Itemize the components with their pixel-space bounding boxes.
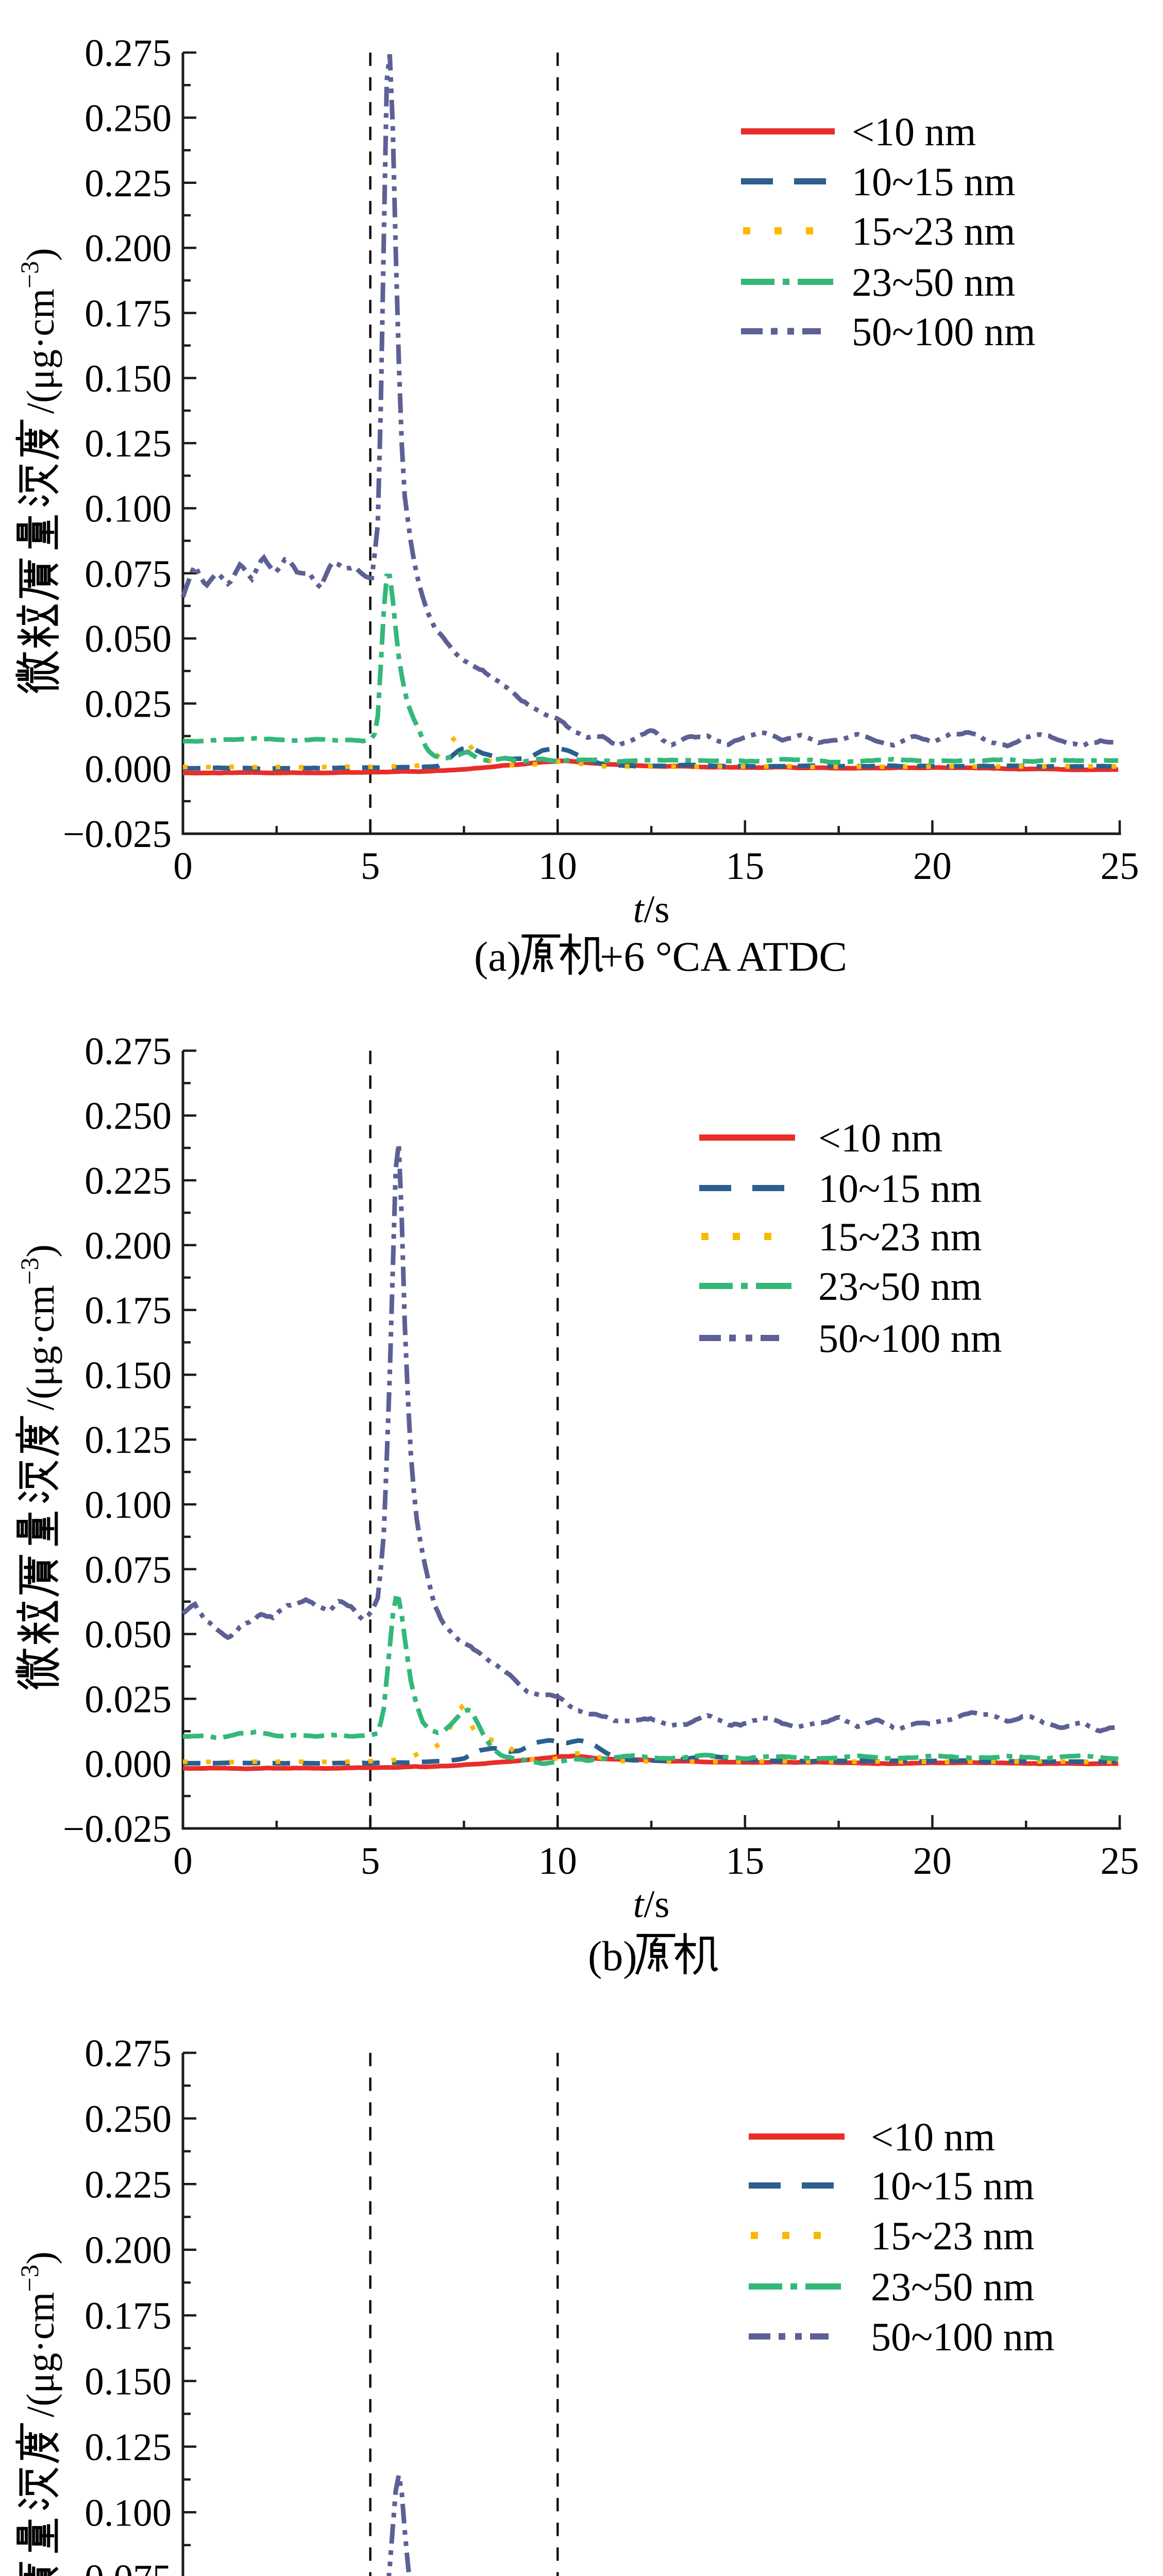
svg-text:10~15 nm: 10~15 nm — [852, 159, 1015, 204]
svg-text:10~15 nm: 10~15 nm — [871, 2163, 1034, 2208]
svg-text:0.000: 0.000 — [85, 748, 172, 791]
svg-text:0.200: 0.200 — [85, 227, 172, 270]
svg-text:0.025: 0.025 — [85, 1678, 172, 1721]
svg-text:/(μg·cm−3): /(μg·cm−3) — [15, 1244, 62, 1410]
svg-text:10: 10 — [538, 845, 577, 888]
svg-text:50~100 nm: 50~100 nm — [871, 2314, 1054, 2359]
svg-text:0.100: 0.100 — [85, 1484, 172, 1527]
svg-text:23~50 nm: 23~50 nm — [852, 260, 1015, 304]
svg-text:0.175: 0.175 — [85, 2295, 172, 2337]
svg-text:(b): (b) — [588, 1933, 637, 1979]
svg-text:0.050: 0.050 — [85, 1614, 172, 1656]
svg-text:0.150: 0.150 — [85, 2361, 172, 2403]
svg-text:<10 nm: <10 nm — [871, 2114, 995, 2159]
svg-text:<10 nm: <10 nm — [852, 109, 976, 154]
svg-text:0.125: 0.125 — [85, 1419, 172, 1462]
svg-text:/(μg·cm−3): /(μg·cm−3) — [15, 2251, 62, 2417]
svg-text:0.225: 0.225 — [85, 1160, 172, 1202]
svg-text:50~100 nm: 50~100 nm — [852, 309, 1035, 354]
svg-text:0.150: 0.150 — [85, 358, 172, 400]
svg-text:−0.025: −0.025 — [63, 813, 172, 856]
svg-text:0.225: 0.225 — [85, 162, 172, 205]
svg-text:0.075: 0.075 — [85, 2557, 172, 2576]
svg-text:15~23 nm: 15~23 nm — [818, 1214, 982, 1259]
svg-text:0: 0 — [173, 1840, 193, 1883]
svg-text:0.100: 0.100 — [85, 488, 172, 531]
svg-text:t/s: t/s — [633, 1883, 670, 1926]
svg-text:15~23 nm: 15~23 nm — [852, 209, 1015, 253]
svg-text:23~50 nm: 23~50 nm — [818, 1264, 982, 1309]
svg-text:20: 20 — [913, 1840, 952, 1883]
svg-text:15: 15 — [726, 845, 764, 888]
svg-text:0.150: 0.150 — [85, 1354, 172, 1397]
svg-text:0.200: 0.200 — [85, 1225, 172, 1267]
svg-text:<10 nm: <10 nm — [818, 1115, 942, 1160]
svg-text:+6 °CA ATDC: +6 °CA ATDC — [600, 933, 847, 980]
svg-text:5: 5 — [361, 845, 380, 888]
svg-text:0.225: 0.225 — [85, 2163, 172, 2206]
svg-text:0.075: 0.075 — [85, 553, 172, 596]
svg-text:t/s: t/s — [633, 888, 670, 931]
svg-text:0.275: 0.275 — [85, 1030, 172, 1073]
svg-text:23~50 nm: 23~50 nm — [871, 2264, 1034, 2309]
svg-text:0.025: 0.025 — [85, 683, 172, 726]
svg-text:0.250: 0.250 — [85, 97, 172, 140]
svg-text:0.275: 0.275 — [85, 32, 172, 75]
svg-text:0.175: 0.175 — [85, 1290, 172, 1332]
svg-text:0.250: 0.250 — [85, 2098, 172, 2141]
svg-text:15~23 nm: 15~23 nm — [871, 2213, 1034, 2258]
svg-text:0.125: 0.125 — [85, 2426, 172, 2469]
svg-text:0.100: 0.100 — [85, 2492, 172, 2534]
svg-text:20: 20 — [913, 845, 952, 888]
svg-text:0.250: 0.250 — [85, 1095, 172, 1138]
svg-text:0.175: 0.175 — [85, 293, 172, 335]
svg-text:15: 15 — [726, 1840, 764, 1883]
svg-text:0.275: 0.275 — [85, 2032, 172, 2075]
svg-text:10~15 nm: 10~15 nm — [818, 1166, 982, 1211]
svg-text:0.000: 0.000 — [85, 1743, 172, 1786]
svg-text:0.050: 0.050 — [85, 618, 172, 660]
svg-text:−0.025: −0.025 — [63, 1808, 172, 1851]
svg-text:50~100 nm: 50~100 nm — [818, 1316, 1002, 1361]
svg-text:10: 10 — [538, 1840, 577, 1883]
svg-text:25: 25 — [1101, 1840, 1139, 1883]
svg-text:0.125: 0.125 — [85, 422, 172, 465]
svg-text:5: 5 — [361, 1840, 380, 1883]
svg-text:(a): (a) — [474, 933, 521, 980]
svg-text:0: 0 — [173, 845, 193, 888]
svg-text:0.200: 0.200 — [85, 2229, 172, 2272]
svg-text:25: 25 — [1101, 845, 1139, 888]
svg-text:0.075: 0.075 — [85, 1549, 172, 1591]
